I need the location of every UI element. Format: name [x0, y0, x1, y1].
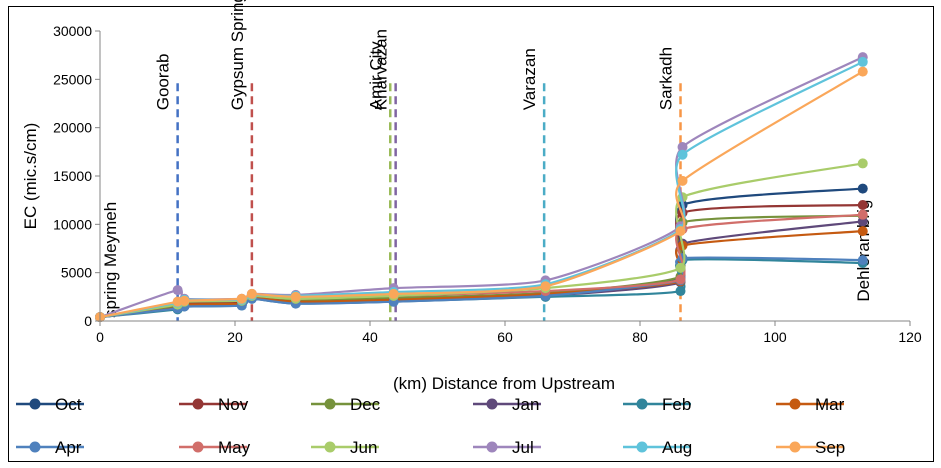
legend-item-aug: Aug: [623, 438, 692, 457]
legend-swatch-marker: [324, 398, 336, 410]
y-tick-label: 25000: [53, 71, 92, 87]
data-point-sep: [677, 175, 688, 186]
data-point-aug: [857, 56, 868, 67]
legend-label: Nov: [218, 395, 249, 414]
legend-item-feb: Feb: [623, 395, 691, 414]
series-apr: [95, 253, 868, 323]
legend-swatch-marker: [789, 398, 801, 410]
data-point-jul: [172, 285, 183, 296]
legend-item-oct: Oct: [16, 395, 84, 414]
data-point-feb: [675, 286, 686, 297]
data-point-sep: [857, 66, 868, 77]
y-tick-label: 0: [84, 313, 92, 329]
axes: 0 5000 10000 15000 20000 25000 30000 0 20 40 60 80 1…: [53, 23, 922, 345]
data-point-aug: [677, 149, 688, 160]
legend-swatch-marker: [29, 441, 41, 453]
legend-label: May: [218, 438, 251, 457]
legend-label: Jul: [512, 438, 534, 457]
series-mar: [95, 226, 868, 323]
series-line-mar: [99, 230, 863, 319]
data-point-may: [857, 209, 868, 220]
legend-label: Oct: [55, 395, 82, 414]
legend-swatch-marker: [192, 398, 204, 410]
x-tick-label: 40: [362, 329, 378, 345]
x-axis-title: (km) Distance from Upstream: [393, 374, 615, 393]
legend-item-nov: Nov: [179, 395, 249, 414]
legend-swatch-marker: [636, 398, 648, 410]
y-axis-title: EC (mic.s/cm): [21, 123, 40, 230]
data-point-apr: [857, 255, 868, 266]
legend-item-apr: Apr: [16, 438, 84, 457]
x-tick-label: 120: [898, 329, 922, 345]
legend-item-jun: Jun: [311, 438, 379, 457]
legend-item-may: May: [179, 438, 251, 457]
legend-swatch-marker: [192, 441, 204, 453]
legend-swatch-marker: [29, 398, 41, 410]
location-label-amir-city: Amir City: [366, 41, 385, 110]
legend-swatch-marker: [486, 398, 498, 410]
series-aug: [95, 56, 868, 323]
legend-item-mar: Mar: [776, 395, 845, 414]
data-point-sep: [179, 295, 190, 306]
legend-label: Aug: [662, 438, 692, 457]
y-tick-label: 30000: [53, 23, 92, 39]
data-point-jun: [675, 262, 686, 273]
data-point-sep: [290, 291, 301, 302]
data-point-mar: [857, 226, 868, 237]
series-line-feb: [99, 258, 863, 319]
x-tick-label: 60: [497, 329, 513, 345]
location-label-dehloran-brig: Dehloran brig: [854, 200, 873, 302]
legend-label: Jun: [350, 438, 377, 457]
location-label-sarkadh: Sarkadh: [657, 47, 676, 110]
data-point-oct: [857, 183, 868, 194]
data-point-sep: [540, 281, 551, 292]
data-point-sep: [675, 226, 686, 237]
legend-item-sep: Sep: [776, 438, 845, 457]
y-tick-label: 5000: [61, 265, 92, 281]
series-lines: [95, 52, 868, 323]
chart-frame: [8, 6, 934, 462]
legend-item-dec: Dec: [311, 395, 381, 414]
series-line-sep: [99, 70, 864, 319]
legend-swatch-marker: [636, 441, 648, 453]
legend-label: Jan: [512, 395, 539, 414]
x-tick-label: 0: [96, 329, 104, 345]
legend-item-jul: Jul: [473, 438, 541, 457]
y-tick-label: 20000: [53, 120, 92, 136]
data-point-jun: [857, 158, 868, 169]
legend-swatch-marker: [486, 441, 498, 453]
y-tick-label: 10000: [53, 216, 92, 232]
legend-label: Dec: [350, 395, 381, 414]
legend-swatch-marker: [324, 441, 336, 453]
x-tick-label: 20: [227, 329, 243, 345]
legend-label: Feb: [662, 395, 691, 414]
series-line-aug: [99, 60, 864, 319]
location-markers: spring Meymeh Goorab Gypsum Spring Amir Cit…: [101, 0, 873, 321]
legend-swatch-marker: [789, 441, 801, 453]
legend-label: Apr: [55, 438, 82, 457]
y-tick-label: 15000: [53, 168, 92, 184]
series-line-apr: [99, 256, 863, 319]
location-label-varazan: Varazan: [520, 48, 539, 110]
legend-label: Sep: [815, 438, 845, 457]
x-tick-label: 100: [763, 329, 787, 345]
location-label-kharvazan: Kharvazan: [372, 29, 391, 110]
legend: Oct Nov Dec Jan Feb Mar Apr May Jun Jul Aug Sep: [16, 395, 845, 457]
x-tick-label: 80: [632, 329, 648, 345]
data-point-sep: [388, 288, 399, 299]
series-jul: [95, 52, 868, 323]
data-point-nov: [857, 200, 868, 210]
series-line-jul: [99, 56, 864, 319]
location-label-goorab: Goorab: [154, 54, 173, 111]
series-sep: [95, 66, 868, 323]
data-point-sep: [236, 293, 247, 304]
location-label-gypsum-spring: Gypsum Spring: [228, 0, 247, 110]
location-label-spring-meymeh: spring Meymeh: [101, 202, 120, 318]
data-point-may: [675, 274, 686, 285]
legend-item-jan: Jan: [473, 395, 541, 414]
data-point-sep: [246, 288, 257, 299]
data-point-jul: [677, 142, 688, 152]
legend-label: Mar: [815, 395, 845, 414]
